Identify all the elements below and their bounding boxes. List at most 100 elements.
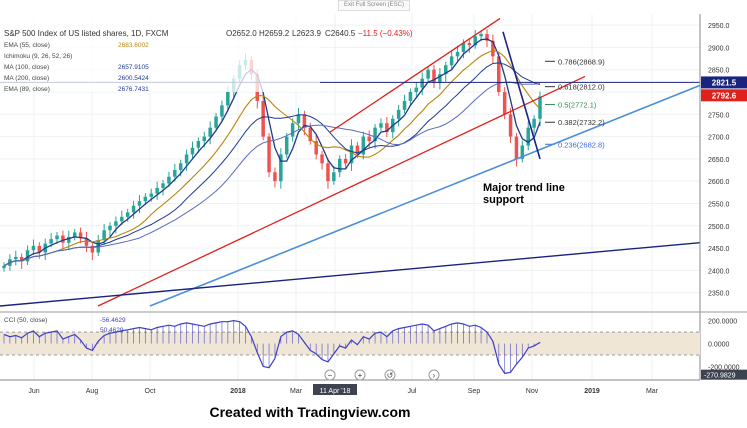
candle-body	[532, 118, 536, 128]
indicator-value: 2657.9105	[118, 64, 149, 71]
long-trend-line	[0, 241, 701, 307]
candle-body	[337, 158, 342, 173]
reset-icon-glyph: ↺	[387, 371, 394, 380]
chart-labels: 0.786(2868.9) 0.618(2812.0) 0.5(2772.1) 0.3…	[0, 12, 747, 381]
cci-min-badge	[701, 369, 747, 380]
minus-icon[interactable]: −	[324, 369, 336, 381]
plus-icon-circle	[354, 369, 366, 381]
header-backdrop	[0, 12, 320, 92]
ohlc-value: C2640.5	[325, 29, 356, 38]
candle-body	[167, 176, 171, 184]
indicator-value: 2676.7431	[118, 86, 149, 93]
ma-200-line	[3, 81, 541, 267]
annotation-line-1: Major trend line	[483, 182, 565, 194]
candle-body	[202, 136, 207, 142]
candle-body	[108, 225, 112, 231]
ohlc-value: L2623.9	[292, 29, 321, 38]
cci-value-b: 50.4629	[100, 327, 124, 334]
candle-body	[426, 69, 430, 79]
indicator-value: 2683.6002	[118, 42, 149, 49]
cci-axis-label: 0.0000	[708, 342, 730, 349]
candle-body	[143, 196, 148, 202]
fib-level-label: 0.236(2682.8)	[558, 140, 605, 149]
price-tick-label: 2650.0	[708, 157, 730, 164]
candle-body	[367, 136, 371, 142]
candle-body	[125, 212, 130, 217]
candle-body	[508, 114, 513, 137]
price-tick-label: 2900.0	[708, 45, 730, 52]
plus-icon-glyph: +	[358, 371, 363, 380]
candle-body	[55, 235, 59, 240]
cci-axis-label: 200.0000	[708, 319, 737, 326]
axes: 2950.02900.02850.02800.02750.02700.02650…	[0, 14, 747, 395]
ohlc-value: H2659.2	[259, 29, 290, 38]
candle-body	[161, 183, 165, 188]
channel-upper-line	[329, 17, 501, 133]
candle-body	[361, 136, 366, 155]
candle-body	[208, 127, 212, 137]
level-badge-text: 2821.5	[712, 78, 737, 87]
candle-body	[302, 114, 307, 128]
price-tick-label: 2700.0	[708, 135, 730, 142]
time-tick-label: Oct	[145, 388, 156, 395]
candle-body	[473, 36, 477, 46]
candle-body	[332, 172, 336, 182]
time-tick-label: Jul	[408, 388, 417, 395]
cci-axis-label: -270.9829	[704, 373, 736, 380]
price-tick-label: 2450.0	[708, 246, 730, 253]
candle-body	[296, 114, 301, 124]
price-tick-label: 2350.0	[708, 291, 730, 298]
time-tick-label: 11 Apr '18	[320, 388, 351, 395]
candle-body	[320, 154, 324, 164]
candle-body	[326, 163, 330, 182]
time-tick-label: 2019	[584, 388, 600, 395]
candle-body	[438, 74, 442, 84]
cci-label: CCI (50, close)	[4, 317, 47, 324]
next-icon-glyph: ›	[433, 371, 436, 380]
candle-body	[485, 34, 489, 41]
candle-body	[84, 238, 89, 246]
indicator-label: Ichimoku (9, 26, 52, 26)	[4, 53, 72, 60]
exit-fullscreen-hint[interactable]: Exit Full Screen (ESC)	[338, 0, 410, 11]
plus-icon[interactable]: +	[354, 369, 366, 381]
candlesticks	[2, 29, 542, 272]
candle-body	[420, 78, 424, 88]
candle-body	[78, 232, 83, 239]
candle-body	[196, 141, 201, 148]
candle-body	[290, 123, 295, 137]
candle-body	[408, 92, 413, 101]
candle-body	[49, 239, 53, 244]
price-tick-label: 2400.0	[708, 268, 730, 275]
down-leg-line	[502, 31, 541, 160]
candle-body	[155, 187, 159, 194]
reset-icon[interactable]: ↺	[384, 369, 396, 381]
candle-body	[379, 123, 383, 128]
indicator-label: EMA (89, close)	[4, 86, 50, 93]
candle-body	[72, 232, 77, 237]
price-tick-label: 2950.0	[708, 23, 730, 30]
channel-lower-line	[97, 75, 586, 307]
next-icon[interactable]: ›	[428, 369, 440, 381]
candle-body	[449, 56, 454, 66]
indicator-value: 2600.5424	[118, 75, 149, 82]
level-badge	[701, 76, 747, 89]
price-tick-label: 2850.0	[708, 68, 730, 75]
minus-icon-glyph: −	[328, 371, 333, 380]
candle-body	[343, 158, 348, 164]
cci-panel	[0, 319, 700, 375]
time-tick-label: Jun	[28, 388, 39, 395]
fib-level-label: 0.786(2868.9)	[558, 57, 605, 66]
candle-body	[497, 56, 501, 93]
candle-body	[308, 127, 313, 142]
indicator-label: MA (200, close)	[4, 75, 49, 82]
candle-body	[220, 105, 224, 117]
ohlc-value: −11.5 (−0.43%)	[358, 29, 413, 38]
candle-body	[402, 100, 407, 110]
candle-body	[190, 147, 195, 155]
fib-level-label: 0.5(2772.1)	[558, 100, 597, 109]
candle-body	[520, 145, 525, 159]
candle-body	[373, 127, 377, 142]
cci-line	[3, 319, 541, 375]
